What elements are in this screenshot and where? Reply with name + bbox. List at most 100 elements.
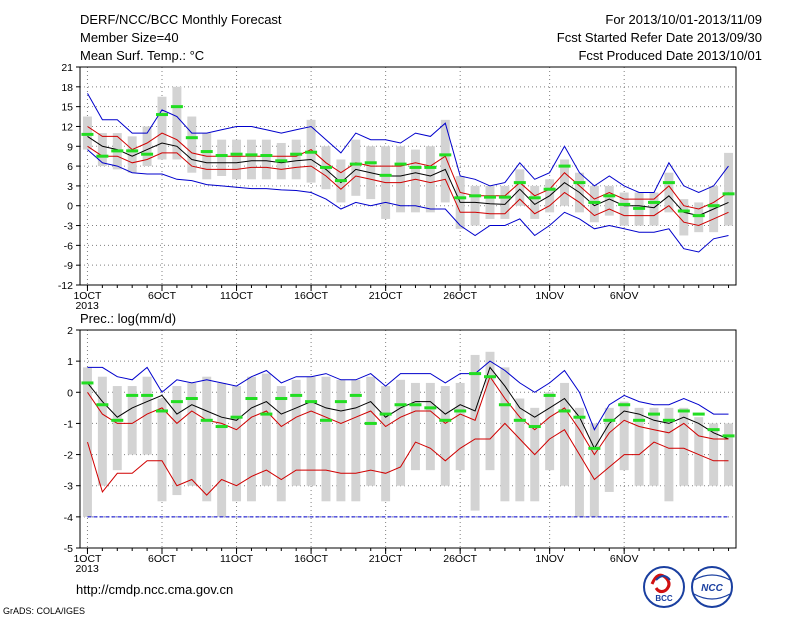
ensemble-mean-line [87, 366, 729, 450]
member-range-box [410, 382, 420, 471]
precip-panel-title: Prec.: log(mm/d) [80, 311, 176, 326]
x-tick-label: 11OCT [220, 553, 254, 565]
temperature-panel: -12 -9 -6 -3 0 3 6 9 12 15 18 21 1OCT 6OCT 11OCT 16OCT 2… [58, 62, 737, 312]
climatology-marker [588, 200, 601, 204]
member-range-box [217, 139, 227, 176]
spread-upper-line [87, 375, 729, 456]
climatology-marker [633, 418, 646, 422]
max-envelope-line [87, 360, 729, 431]
climatology-marker [141, 152, 154, 156]
climatology-marker [320, 418, 332, 422]
member-range-box [560, 382, 570, 486]
climatology-marker [692, 412, 705, 416]
member-range-box [336, 379, 346, 502]
member-range-box [261, 373, 271, 486]
member-range-box [470, 185, 480, 226]
y-tick-label: 12 [61, 121, 73, 133]
member-range-box [112, 386, 122, 471]
plot-frame [79, 329, 737, 549]
member-range-box [187, 116, 197, 173]
bcc-logo: BCC [643, 566, 685, 608]
climatology-marker [513, 418, 526, 422]
member-range-box [246, 376, 256, 502]
member-range-box [634, 407, 644, 486]
climatology-marker [484, 375, 496, 379]
climatology-marker [126, 393, 139, 397]
climatology-marker [305, 400, 318, 404]
member-range-box [351, 379, 361, 502]
climatology-marker [439, 418, 452, 422]
member-range-box [172, 86, 182, 160]
climatology-marker [96, 154, 109, 158]
member-range-box [604, 185, 614, 216]
climatology-marker [722, 434, 735, 438]
member-range-box [425, 146, 435, 213]
member-range-box [515, 169, 525, 206]
y-tick-label: 0 [67, 387, 73, 399]
climatology-marker [633, 206, 646, 210]
member-range-box [351, 139, 361, 196]
y-tick-label: -4 [64, 512, 73, 524]
climatology-marker [111, 149, 124, 153]
member-range-box [589, 423, 599, 517]
climatology-marker [662, 181, 675, 185]
climatology-marker [707, 204, 720, 208]
member-range-box [232, 386, 242, 502]
member-range-box [127, 136, 137, 173]
x-tick-label: 1OCT [73, 290, 102, 302]
climatology-marker [469, 194, 482, 198]
ncc-logo-label: NCC [701, 583, 723, 594]
climatology-marker [290, 393, 303, 397]
climatology-marker [320, 165, 332, 169]
climatology-marker [364, 161, 377, 165]
member-range-box [172, 386, 182, 496]
y-tick-label: 6 [67, 161, 73, 173]
x-tick-label: 16OCT [294, 553, 328, 565]
climatology-marker [230, 152, 243, 156]
climatology-marker [349, 162, 362, 166]
climatology-marker [439, 153, 452, 157]
climatology-marker [588, 446, 601, 450]
climatology-marker [469, 372, 482, 376]
climatology-marker [543, 393, 556, 397]
y-tick-label: -1 [64, 418, 73, 430]
x-tick-label: 1NOV [535, 290, 564, 302]
climatology-marker [603, 194, 616, 198]
climatology-marker [528, 196, 541, 200]
y-tick-label: 18 [61, 82, 73, 94]
climatology-marker [454, 409, 467, 413]
x-tick-label: 21OCT [369, 553, 403, 565]
climatology-marker [677, 209, 690, 213]
x-tick-label: 26OCT [443, 290, 477, 302]
climatology-marker [498, 403, 511, 407]
x-tick-label: 21OCT [369, 290, 403, 302]
member-range-box [425, 382, 435, 471]
y-tick-label: 0 [67, 201, 73, 213]
x-year-label: 2013 [75, 300, 99, 312]
climatology-marker [170, 105, 183, 109]
member-range-box [306, 376, 316, 486]
y-tick-label: 1 [67, 356, 73, 368]
climatology-marker [379, 173, 392, 177]
climatology-marker [81, 132, 94, 136]
member-range-box [276, 386, 286, 502]
member-range-box [440, 386, 450, 486]
climatology-marker [543, 187, 556, 191]
y-tick-label: -6 [64, 240, 73, 252]
member-range-box [97, 133, 107, 167]
climatology-marker [170, 400, 183, 404]
climatology-marker [349, 393, 362, 397]
climatology-marker [409, 403, 422, 407]
member-range-box [545, 392, 555, 471]
y-tick-label: -5 [64, 543, 73, 555]
climatology-marker [275, 397, 288, 401]
member-range-box [187, 382, 197, 486]
climatology-marker [185, 136, 198, 140]
climatology-marker [498, 195, 511, 199]
footer-url[interactable]: http://cmdp.ncc.cma.gov.cn [76, 582, 233, 597]
y-tick-label: -3 [64, 221, 73, 233]
y-tick-label: -9 [64, 260, 73, 272]
climatology-marker [648, 200, 660, 204]
